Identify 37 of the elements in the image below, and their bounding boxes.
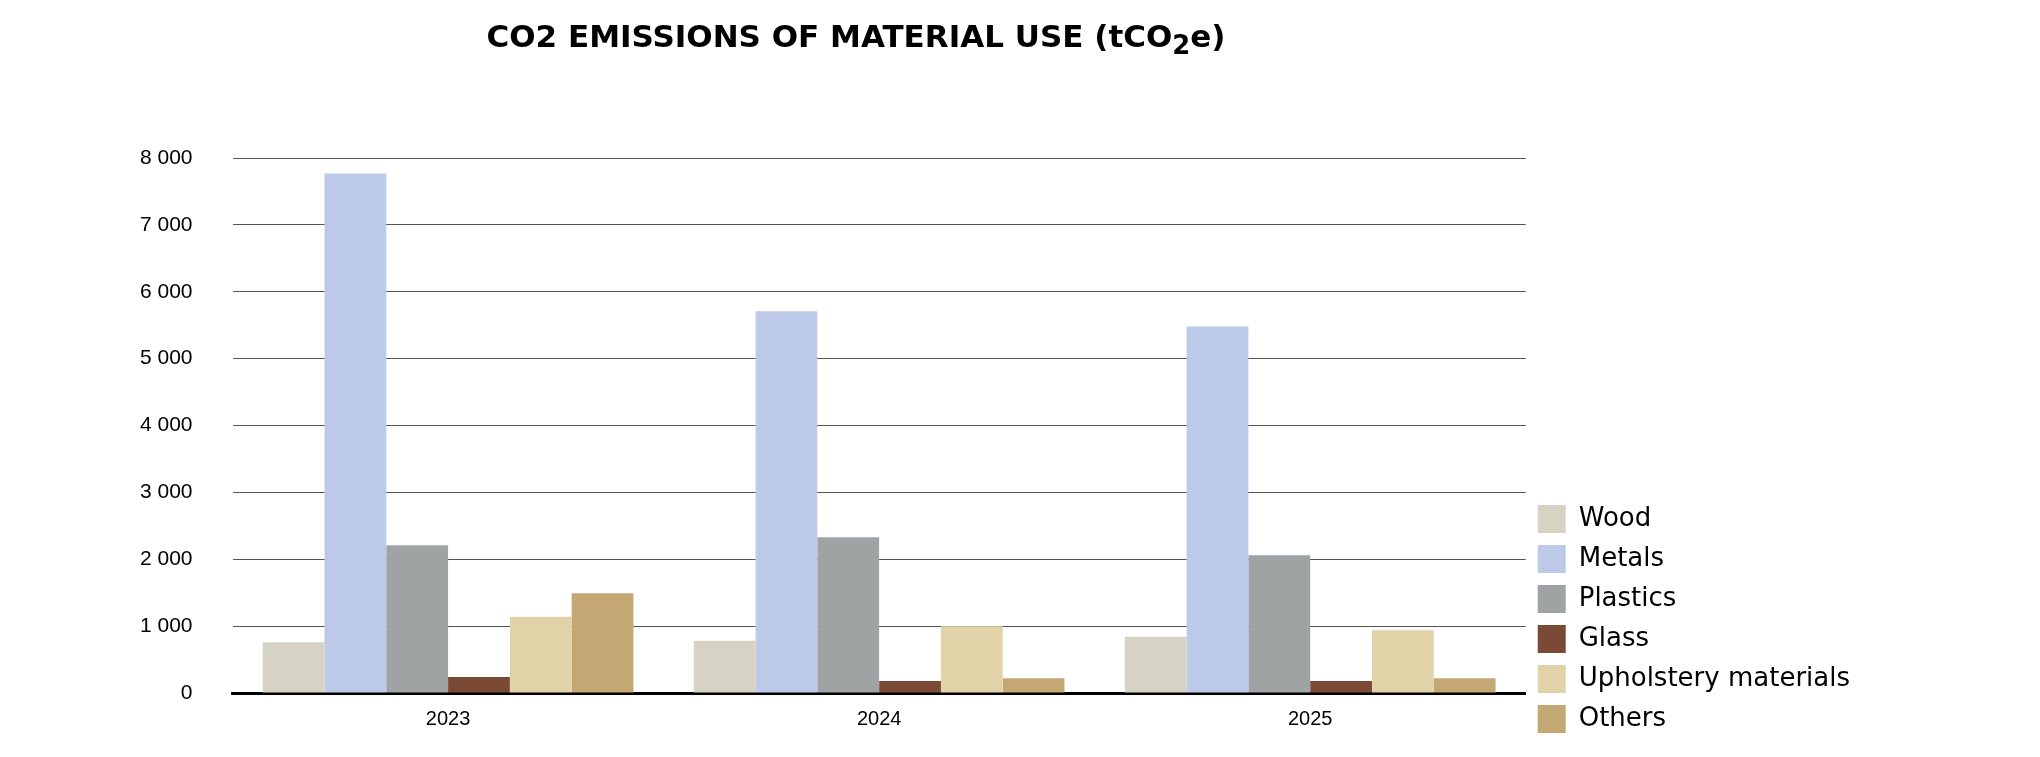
bar xyxy=(1186,326,1249,693)
bar xyxy=(940,626,1003,693)
bar xyxy=(1310,680,1372,693)
y-tick-label: 4 000 xyxy=(139,412,193,436)
y-tick-label: 7 000 xyxy=(139,211,193,235)
x-tick-label: 2024 xyxy=(856,706,902,729)
bar xyxy=(448,676,510,693)
bar xyxy=(879,680,941,693)
legend-label: Others xyxy=(1578,701,1667,732)
bar xyxy=(817,537,880,693)
y-tick-label: 3 000 xyxy=(139,479,193,503)
y-tick-label: 8 000 xyxy=(139,144,193,168)
bar xyxy=(1371,630,1434,693)
chart-title: CO2 EMISSIONS OF MATERIAL USE (tCO$_{2}$e) xyxy=(485,18,1227,61)
y-tick-label: 6 000 xyxy=(139,278,193,302)
bar xyxy=(755,311,818,693)
bar xyxy=(1124,636,1187,693)
y-tick-label: 1 000 xyxy=(139,612,193,636)
bar xyxy=(324,173,387,693)
legend-label: Plastics xyxy=(1578,581,1677,612)
legend-label: Wood xyxy=(1578,501,1652,532)
bar xyxy=(1433,678,1496,693)
x-tick-label: 2025 xyxy=(1287,706,1333,729)
bar xyxy=(693,640,756,693)
x-tick-label: 2023 xyxy=(425,706,471,729)
bar xyxy=(262,642,325,693)
legend-label: Upholstery materials xyxy=(1578,661,1851,692)
legend-label: Metals xyxy=(1578,541,1665,572)
bar xyxy=(509,616,572,693)
y-tick-label: 0 xyxy=(180,679,193,703)
legend-label: Glass xyxy=(1578,621,1650,652)
y-tick-label: 2 000 xyxy=(139,546,193,570)
bar xyxy=(386,545,449,693)
bar xyxy=(571,593,634,693)
bar xyxy=(1002,678,1065,693)
y-tick-label: 5 000 xyxy=(139,345,193,369)
bar xyxy=(1248,555,1311,693)
